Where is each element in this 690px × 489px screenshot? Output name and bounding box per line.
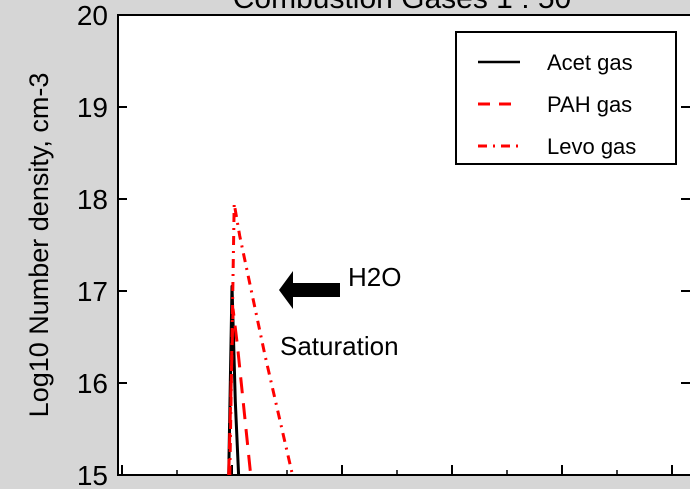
legend-label-levo: Levo gas <box>547 134 636 159</box>
series-line-2 <box>227 307 253 476</box>
h2o-arrow-icon <box>279 271 340 309</box>
series-group <box>227 202 294 476</box>
y-tick-label-20: 20 <box>77 0 108 31</box>
annotation-h2o-label: H2O <box>348 262 401 292</box>
axis-ticks: 15 16 17 18 19 20 <box>77 0 690 489</box>
legend-label-acet: Acet gas <box>547 50 633 75</box>
chart-title: Combustion Gases 1 : 50 <box>233 0 572 15</box>
y-tick-label-19: 19 <box>77 92 108 123</box>
legend: Acet gas PAH gas Levo gas <box>455 31 677 165</box>
legend-box <box>455 31 677 165</box>
legend-label-pah: PAH gas <box>547 92 632 117</box>
y-tick-label-18: 18 <box>77 184 108 215</box>
series-line-3 <box>228 202 294 476</box>
y-axis-title: Log10 Number density, cm-3 <box>24 73 54 418</box>
y-tick-label-16: 16 <box>77 368 108 399</box>
annotation-saturation-label: Saturation <box>280 331 399 361</box>
y-tick-label-15: 15 <box>77 460 108 489</box>
annotation-h2o: H2O Saturation <box>279 262 401 361</box>
y-tick-label-17: 17 <box>77 276 108 307</box>
